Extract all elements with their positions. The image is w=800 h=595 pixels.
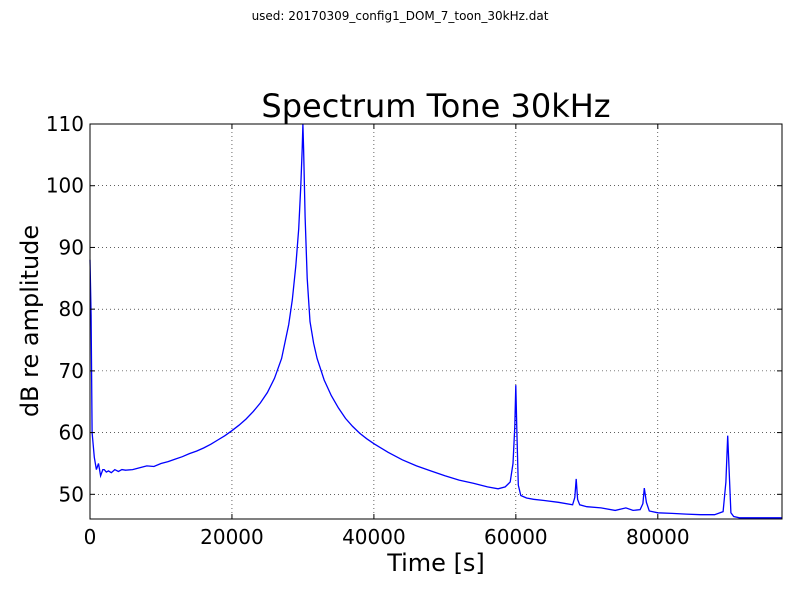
x-tick-label: 60000 bbox=[484, 525, 548, 549]
grid-lines bbox=[89, 123, 782, 519]
y-tick-label: 110 bbox=[46, 112, 84, 136]
y-tick-label: 70 bbox=[59, 359, 84, 383]
axis-ticks: 0 20000 40000 60000 80000 50 60 70 80 90 100 110 bbox=[46, 112, 782, 549]
y-tick-label: 50 bbox=[59, 482, 84, 506]
chart-title: Spectrum Tone 30kHz bbox=[261, 87, 610, 125]
x-tick-label: 40000 bbox=[342, 525, 406, 549]
x-axis-label: Time [s] bbox=[386, 549, 485, 577]
y-tick-label: 60 bbox=[59, 421, 84, 445]
plot-frame bbox=[89, 123, 783, 520]
series-line bbox=[89, 123, 782, 519]
x-tick-label: 0 bbox=[84, 525, 97, 549]
x-tick-label: 20000 bbox=[200, 525, 264, 549]
x-tick-label: 80000 bbox=[626, 525, 690, 549]
y-tick-label: 100 bbox=[46, 174, 84, 198]
y-axis-label: dB re amplitude bbox=[16, 225, 44, 417]
y-tick-label: 80 bbox=[59, 297, 84, 321]
figure-suptitle: used: 20170309_config1_DOM_7_toon_30kHz.… bbox=[251, 9, 549, 23]
y-tick-label: 90 bbox=[59, 235, 84, 259]
